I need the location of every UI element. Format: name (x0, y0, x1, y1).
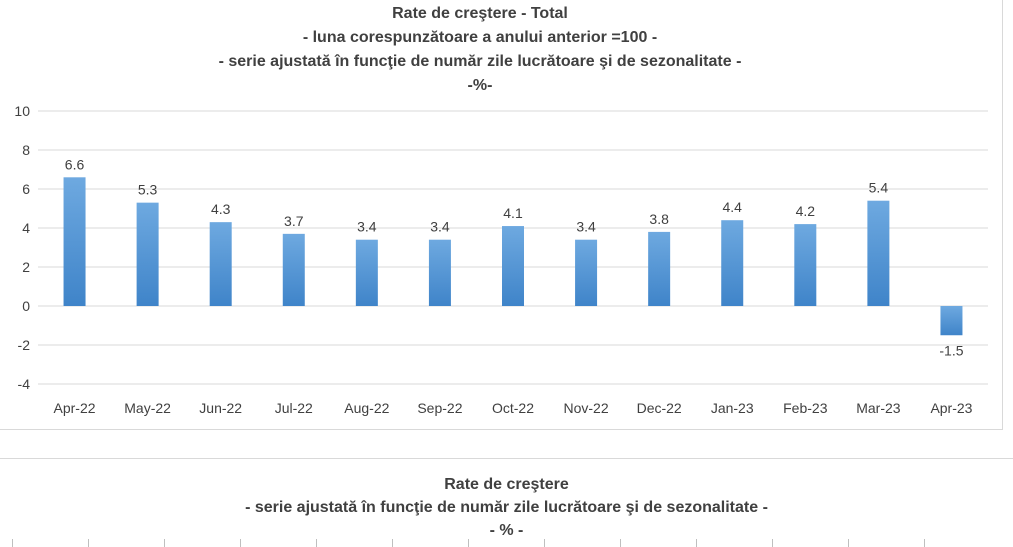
chart2-tick (924, 539, 925, 547)
chart2-tick (620, 539, 621, 547)
x-tick-label: Dec-22 (637, 400, 682, 416)
chart2-tick (88, 539, 89, 547)
chart-title: Rate de creştere - Total (392, 5, 568, 22)
bar (794, 224, 817, 306)
chart2-tick (12, 539, 13, 547)
chart2-subtitle-1: - serie ajustată în funcţie de număr zil… (245, 499, 768, 516)
x-tick-label: Jul-22 (275, 400, 313, 416)
chart-panel-total: 6.6 5.3 4.3 3.7 3.4 3.4 4.1 3.4 3.8 4.4 4.2 5.4 -1.5… (0, 0, 1003, 430)
data-label: 5.4 (869, 180, 889, 196)
x-tick-label: May-22 (124, 400, 171, 416)
chart2-tick (468, 539, 469, 547)
data-label: -1.5 (939, 342, 963, 358)
chart2-tick (848, 539, 849, 547)
chart2-tick (772, 539, 773, 547)
y-tick-label: 8 (22, 142, 30, 158)
data-label: 6.6 (65, 156, 85, 172)
data-label: 3.4 (357, 219, 377, 235)
bar (648, 231, 671, 306)
y-tick-label: 10 (14, 103, 30, 119)
chart-subtitle-3: -%- (467, 77, 493, 94)
chart2-tick (696, 539, 697, 547)
bar (502, 226, 524, 306)
chart-title-block: Rate de creştere - Total - luna corespun… (0, 2, 960, 98)
x-tick-label: Jan-23 (711, 400, 754, 416)
data-label: 4.2 (796, 203, 816, 219)
bar (136, 202, 159, 306)
chart-subtitle-1: - luna corespunzătoare a anului anterior… (302, 29, 658, 46)
x-tick-label: Sep-22 (417, 400, 462, 416)
x-tick-label: Apr-22 (54, 400, 96, 416)
chart-panel-second: Rate de creştere - serie ajustată în fun… (0, 458, 1013, 547)
y-tick-label: 0 (22, 298, 30, 314)
bar (209, 222, 232, 306)
x-tick-label: Feb-23 (783, 400, 828, 416)
data-label: 4.4 (722, 199, 742, 215)
y-tick-label: -2 (18, 337, 31, 353)
bar (867, 200, 890, 306)
data-label: 3.4 (430, 219, 450, 235)
bar (282, 233, 305, 306)
bar (721, 220, 744, 306)
chart2-tick (392, 539, 393, 547)
bar (575, 239, 598, 306)
y-tick-label: 2 (22, 259, 30, 275)
chart2-title-block: Rate de creştere - serie ajustată în fun… (0, 473, 1013, 542)
y-tick-label: 6 (22, 181, 30, 197)
x-tick-label: Mar-23 (856, 400, 901, 416)
data-label: 5.3 (138, 182, 158, 198)
bar-chart-total: 6.6 5.3 4.3 3.7 3.4 3.4 4.1 3.4 3.8 4.4 4.2 5.4 -1.5… (14, 103, 988, 416)
data-label: 3.4 (576, 219, 596, 235)
chart2-subtitle-2: - % - (489, 522, 524, 539)
data-label: 4.1 (503, 205, 523, 221)
data-label: 3.7 (284, 213, 304, 229)
x-tick-label: Apr-23 (930, 400, 972, 416)
bar (355, 239, 378, 306)
data-label: 3.8 (649, 211, 669, 227)
chart-subtitle-2: - serie ajustată în funcţie de număr zil… (218, 53, 742, 70)
chart2-tick (164, 539, 165, 547)
x-tick-label: Oct-22 (492, 400, 534, 416)
bar (63, 177, 86, 306)
data-label: 4.3 (211, 201, 231, 217)
chart2-tick (316, 539, 317, 547)
y-tick-label: -4 (18, 376, 31, 392)
chart2-tick (240, 539, 241, 547)
bar (940, 306, 963, 336)
x-tick-label: Aug-22 (344, 400, 389, 416)
y-tick-label: 4 (22, 220, 30, 236)
x-tick-label: Nov-22 (564, 400, 609, 416)
bar (428, 239, 451, 306)
chart2-title: Rate de creştere (444, 476, 569, 493)
x-tick-label: Jun-22 (199, 400, 242, 416)
chart2-tick (544, 539, 545, 547)
